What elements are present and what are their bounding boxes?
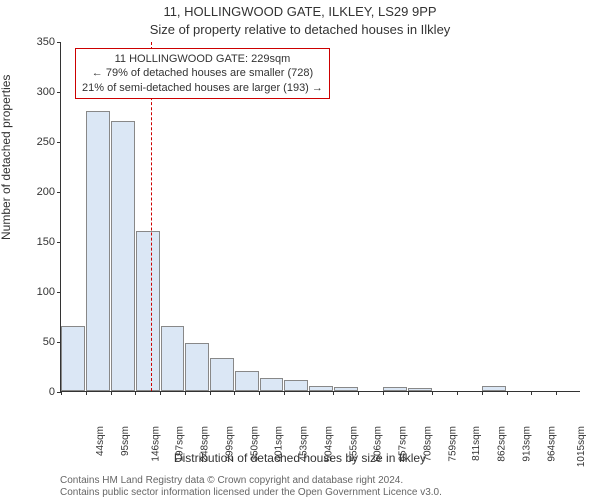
- y-tick-label: 100: [25, 286, 55, 298]
- y-tick-label: 200: [25, 186, 55, 198]
- y-tick: [57, 242, 61, 243]
- plot-area: 05010015020025030035044sqm95sqm146sqm197…: [60, 42, 580, 392]
- y-tick: [57, 142, 61, 143]
- x-tick: [284, 391, 285, 395]
- chart-title: 11, HOLLINGWOOD GATE, ILKLEY, LS29 9PP: [0, 4, 600, 19]
- x-tick: [111, 391, 112, 395]
- histogram-bar: [482, 386, 506, 391]
- x-tick: [383, 391, 384, 395]
- y-tick: [57, 292, 61, 293]
- y-tick-label: 0: [25, 386, 55, 398]
- chart-subtitle: Size of property relative to detached ho…: [0, 22, 600, 37]
- attribution-2: Contains public sector information licen…: [60, 487, 442, 498]
- x-tick: [457, 391, 458, 395]
- histogram-bar: [61, 326, 85, 391]
- histogram-bar: [383, 387, 407, 391]
- annotation-box: 11 HOLLINGWOOD GATE: 229sqm ← 79% of det…: [75, 48, 330, 99]
- annotation-line-3: 21% of semi-detached houses are larger (…: [82, 81, 323, 95]
- histogram-bar: [309, 386, 333, 391]
- x-tick: [408, 391, 409, 395]
- x-tick: [86, 391, 87, 395]
- y-tick-label: 250: [25, 136, 55, 148]
- y-axis-label: Number of detached properties: [0, 75, 13, 240]
- annotation-line-2: ← 79% of detached houses are smaller (72…: [82, 66, 323, 80]
- histogram-bar: [235, 371, 259, 391]
- x-tick: [531, 391, 532, 395]
- x-tick: [358, 391, 359, 395]
- histogram-bar: [408, 388, 432, 391]
- y-tick: [57, 342, 61, 343]
- x-tick: [135, 391, 136, 395]
- histogram-bar: [185, 343, 209, 391]
- x-tick: [507, 391, 508, 395]
- y-tick-label: 150: [25, 236, 55, 248]
- histogram-bar: [334, 387, 358, 391]
- histogram-bar: [111, 121, 135, 391]
- x-tick: [160, 391, 161, 395]
- histogram-bar: [260, 378, 284, 391]
- histogram-bar: [284, 380, 308, 391]
- x-tick: [234, 391, 235, 395]
- x-tick: [210, 391, 211, 395]
- x-tick: [309, 391, 310, 395]
- histogram-bar: [161, 326, 185, 391]
- x-axis-label: Distribution of detached houses by size …: [0, 451, 600, 465]
- x-tick: [432, 391, 433, 395]
- x-tick: [333, 391, 334, 395]
- y-tick-label: 350: [25, 36, 55, 48]
- x-tick: [482, 391, 483, 395]
- histogram-bar: [210, 358, 234, 391]
- x-tick: [61, 391, 62, 395]
- x-tick: [259, 391, 260, 395]
- histogram-bar: [86, 111, 110, 391]
- chart-container: 11, HOLLINGWOOD GATE, ILKLEY, LS29 9PP S…: [0, 0, 600, 500]
- y-tick: [57, 192, 61, 193]
- attribution-1: Contains HM Land Registry data © Crown c…: [60, 475, 403, 486]
- y-tick: [57, 92, 61, 93]
- annotation-line-1: 11 HOLLINGWOOD GATE: 229sqm: [82, 52, 323, 66]
- y-tick-label: 50: [25, 336, 55, 348]
- x-tick: [556, 391, 557, 395]
- histogram-bar: [136, 231, 160, 391]
- x-tick: [185, 391, 186, 395]
- y-tick-label: 300: [25, 86, 55, 98]
- y-tick: [57, 42, 61, 43]
